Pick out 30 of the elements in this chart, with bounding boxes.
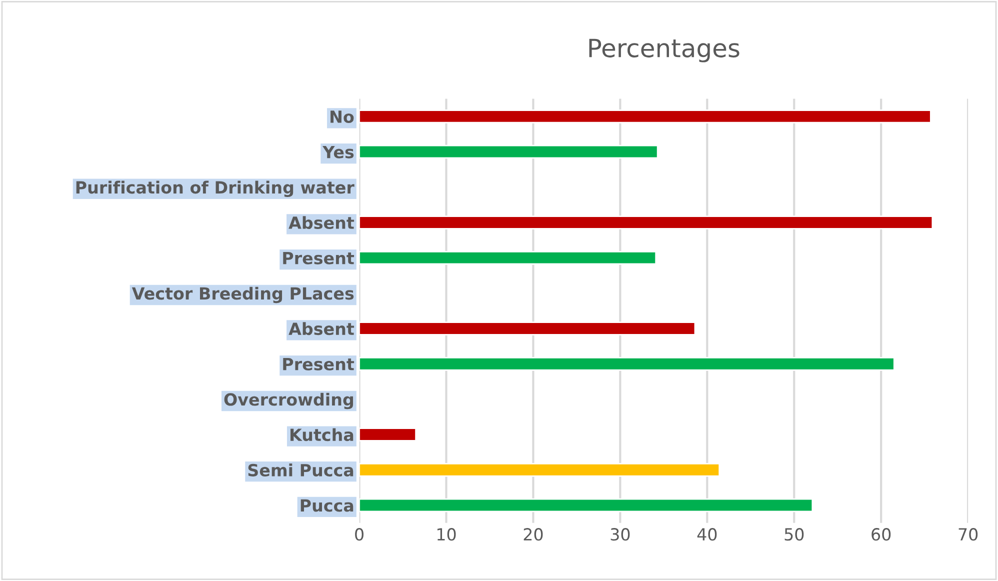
y-tick-label: Pucca bbox=[300, 499, 354, 512]
bar bbox=[359, 110, 932, 124]
x-tick-label: 30 bbox=[610, 528, 630, 541]
y-tick-label: Absent bbox=[288, 322, 354, 336]
x-tick-label: 10 bbox=[437, 528, 456, 541]
y-tick-label: Yes bbox=[322, 146, 354, 158]
bar bbox=[359, 322, 696, 336]
bar bbox=[359, 463, 720, 477]
x-tick-label: 60 bbox=[872, 528, 891, 541]
x-tick-label: 0 bbox=[355, 528, 364, 541]
y-tick-label: Purification of Drinking water bbox=[76, 180, 354, 198]
y-tick-label: Absent bbox=[288, 216, 354, 230]
x-tick-label: 20 bbox=[524, 528, 543, 541]
bar bbox=[359, 250, 657, 265]
bar bbox=[359, 428, 417, 442]
y-tick-label: Kutcha bbox=[290, 428, 354, 442]
bar bbox=[359, 144, 658, 159]
x-tick-label: 50 bbox=[784, 528, 804, 541]
x-tick-label: 70 bbox=[958, 528, 978, 541]
bar bbox=[359, 216, 934, 230]
chart-title: Percentages bbox=[589, 38, 740, 62]
y-tick-label: Present bbox=[283, 252, 354, 264]
x-tick-label: 40 bbox=[697, 528, 717, 541]
y-tick-label: Semi Pucca bbox=[248, 464, 354, 476]
y-tick-label: Overcrowding bbox=[224, 392, 354, 410]
y-tick-label: Vector Breeding PLaces bbox=[132, 286, 354, 304]
bar bbox=[359, 498, 814, 512]
bar bbox=[359, 356, 895, 371]
y-tick-label: No bbox=[330, 110, 354, 124]
y-tick-label: Present bbox=[283, 358, 354, 370]
